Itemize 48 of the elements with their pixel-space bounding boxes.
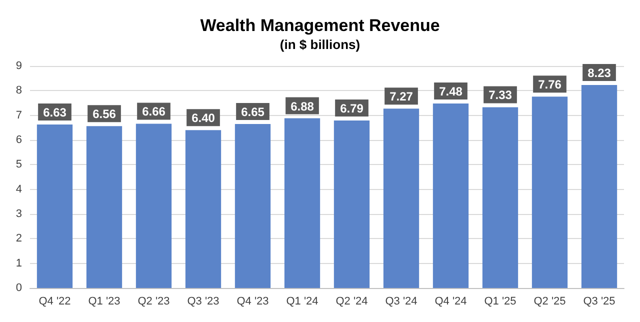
bar: [86, 126, 122, 288]
chart-subtitle: (in $ billions): [280, 37, 360, 52]
bar: [482, 107, 518, 288]
y-tick-label: 6: [16, 134, 22, 146]
x-tick-label: Q2 '24: [336, 296, 368, 308]
bar: [284, 118, 320, 288]
x-tick-label: Q4 '24: [434, 296, 467, 308]
bar: [136, 124, 172, 288]
x-tick-label: Q2 '23: [138, 296, 170, 308]
data-label: 7.27: [390, 90, 414, 104]
x-tick-label: Q4 '22: [38, 296, 71, 308]
bar: [581, 84, 618, 288]
bar: [185, 130, 222, 288]
y-tick-label: 7: [16, 109, 22, 122]
x-tick-label: Q3 '24: [385, 296, 418, 308]
data-label: 8.23: [588, 66, 612, 80]
bar: [234, 124, 271, 288]
y-tick-label: 8: [16, 84, 22, 97]
bar: [36, 124, 73, 288]
y-tick-label: 4: [16, 183, 22, 196]
x-tick-label: Q1 '23: [88, 296, 120, 308]
y-tick-label: 9: [16, 60, 22, 72]
data-label: 6.65: [241, 104, 265, 119]
bar: [383, 108, 420, 288]
data-label: 7.76: [538, 78, 562, 92]
y-tick-label: 5: [16, 158, 22, 171]
data-label: 7.48: [439, 84, 463, 98]
y-tick-label: 0: [16, 282, 22, 294]
data-label: 6.79: [340, 102, 364, 116]
data-label: 6.88: [290, 99, 314, 114]
y-tick-label: 3: [16, 208, 22, 220]
x-tick-label: Q1 '24: [286, 296, 318, 308]
bar: [432, 103, 469, 288]
x-tick-label: Q4 '23: [236, 296, 269, 308]
data-label: 6.66: [142, 104, 166, 119]
data-label: 6.63: [43, 105, 67, 120]
bar: [532, 96, 568, 288]
data-label: 7.33: [488, 88, 512, 102]
chart-title: Wealth Management Revenue: [200, 16, 440, 35]
bar: [334, 120, 370, 288]
y-tick-label: 2: [16, 232, 22, 245]
y-tick-label: 1: [16, 257, 22, 270]
x-tick-label: Q1 '25: [484, 296, 516, 308]
data-label: 6.56: [92, 107, 116, 122]
x-tick-label: Q2 '25: [534, 296, 566, 308]
x-tick-label: Q3 '25: [583, 296, 616, 308]
x-tick-label: Q3 '23: [187, 296, 220, 308]
data-label: 6.40: [192, 111, 216, 126]
